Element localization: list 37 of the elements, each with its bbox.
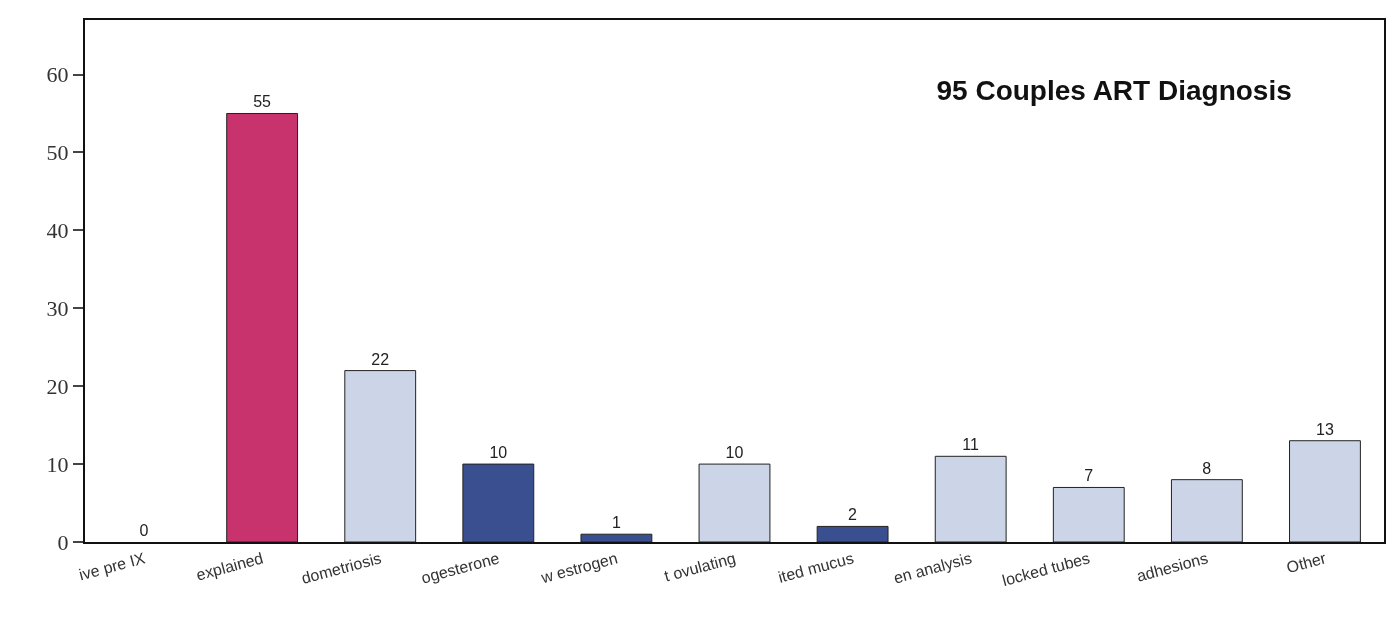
y-tick-label: 0 <box>57 529 69 555</box>
data-label: 10 <box>725 444 744 462</box>
bar <box>344 370 417 542</box>
x-tick-label: locked tubes <box>1000 549 1092 590</box>
data-label: 1 <box>611 514 621 532</box>
bar <box>226 112 299 542</box>
x-tick-label: Other <box>1284 549 1329 577</box>
x-tick-label: adhesions <box>1134 549 1210 585</box>
data-label: 8 <box>1202 459 1212 477</box>
y-tick-label: 40 <box>46 218 69 244</box>
y-tick-label: 30 <box>46 295 69 321</box>
data-label: 7 <box>1084 467 1094 485</box>
data-label: 13 <box>1316 420 1334 438</box>
bar <box>462 463 535 542</box>
y-tick-label: 20 <box>46 373 69 399</box>
text: 95 Couples ART Diagnosis <box>936 74 1292 106</box>
data-label: 2 <box>848 506 858 524</box>
x-tick-label: t ovulating <box>662 549 738 585</box>
bar <box>698 463 771 542</box>
y-tick-label: 60 <box>46 62 69 88</box>
data-label: 0 <box>139 522 149 539</box>
bar <box>1170 479 1243 542</box>
data-label: 11 <box>962 436 980 454</box>
x-tick-label: w estrogen <box>538 549 620 587</box>
x-tick-label: ited mucus <box>776 549 856 586</box>
bar <box>816 525 889 542</box>
data-label: 55 <box>253 93 272 111</box>
y-tick-label: 50 <box>46 140 69 166</box>
bar <box>1289 440 1361 542</box>
bar <box>1052 486 1125 542</box>
data-label: 22 <box>371 350 390 368</box>
x-tick-label: ive pre IX <box>77 549 148 584</box>
bar <box>580 533 653 542</box>
x-tick-label: en analysis <box>891 549 974 587</box>
bar <box>934 455 1007 542</box>
data-label: 10 <box>489 444 508 462</box>
y-tick-label: 10 <box>46 451 69 477</box>
